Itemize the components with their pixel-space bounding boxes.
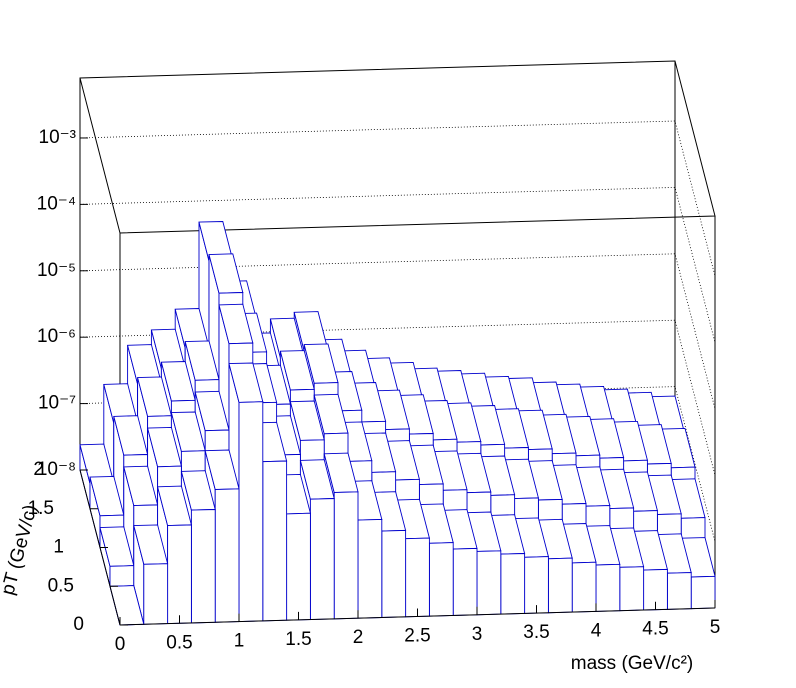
grid-line [79,186,716,343]
x-tick-label: 3.5 [523,622,549,643]
lego-front [547,557,573,614]
x-tick-label: 1 [234,631,245,652]
z-tick-label: 10⁻⁸ [37,459,76,480]
grid-line [79,120,716,277]
z-tick-label: 10⁻⁴ [37,193,76,214]
y-tick-label: 2 [33,459,44,480]
x-tick-label: 0 [115,634,126,655]
lego-front [595,563,621,612]
z-tick-label: 10⁻⁶ [37,326,76,347]
lego-front [476,550,502,616]
lego-front [167,524,192,625]
lego-front [357,518,383,619]
y-tick-label: 1.5 [28,498,54,519]
x-tick-label: 2.5 [404,626,430,647]
x-tick-label: 5 [710,617,721,638]
x-tick-label: 0.5 [166,632,192,653]
lego-front [190,509,216,624]
lego-front [405,537,430,618]
lego-front [452,547,478,616]
lego-front [214,488,240,623]
lego-front [524,556,549,614]
y-tick-label: 0.5 [48,575,74,596]
lego-front [309,498,335,621]
lego-front [286,512,311,621]
lego-front [619,566,645,612]
lego-front [666,572,692,610]
lego-front [571,561,597,613]
z-tick-label: 10⁻³ [39,127,77,148]
grid-line [79,253,716,409]
x-axis-title: mass (GeV/c²) [571,653,693,674]
x-tick-label: 4.5 [642,619,668,640]
x-tick-label: 4 [591,620,602,641]
lego-front [500,553,526,615]
lego-front [143,563,169,625]
lego-front [428,542,454,617]
x-tick-label: 3 [472,624,483,645]
z-tick-label: 10⁻⁷ [38,393,76,414]
y-tick-label: 0 [73,614,84,635]
x-tick-label: 2 [353,627,364,648]
lego-front [238,401,264,623]
z-tick-label: 10⁻⁵ [37,260,76,281]
lego-front [333,491,359,620]
lego-front [381,529,407,618]
x-tick-label: 1.5 [285,629,311,650]
lego-front [109,565,135,587]
y-tick-label: 1 [53,537,64,558]
lego-front [262,460,288,622]
box-back [79,60,716,470]
lego-front [690,575,716,610]
